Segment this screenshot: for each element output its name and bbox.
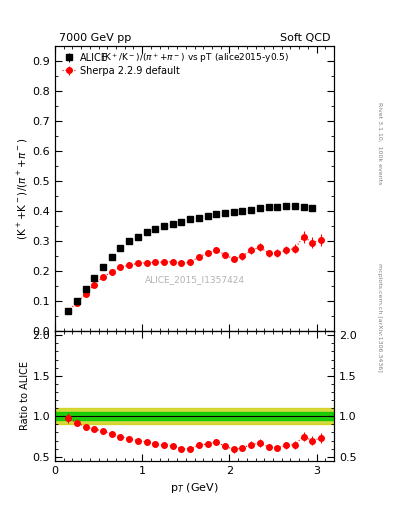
- Y-axis label: Ratio to ALICE: Ratio to ALICE: [20, 361, 29, 431]
- Text: mcplots.cern.ch [arXiv:1306.3436]: mcplots.cern.ch [arXiv:1306.3436]: [377, 263, 382, 372]
- Text: 7000 GeV pp: 7000 GeV pp: [59, 33, 131, 44]
- Bar: [55, 412, 334, 420]
- Y-axis label: (K$^+$+K$^-$)/($\pi^+$+$\pi^-$): (K$^+$+K$^-$)/($\pi^+$+$\pi^-$): [16, 138, 29, 240]
- Text: ALICE_2015_I1357424: ALICE_2015_I1357424: [145, 275, 244, 284]
- Legend: ALICE, Sherpa 2.2.9 default: ALICE, Sherpa 2.2.9 default: [60, 51, 182, 78]
- Text: Rivet 3.1.10,  100k events: Rivet 3.1.10, 100k events: [377, 102, 382, 184]
- X-axis label: p$_T$ (GeV): p$_T$ (GeV): [170, 481, 219, 495]
- Text: (K$^+$/K$^-$)/($\pi^+$+$\pi^-$) vs pT (alice2015-y0.5): (K$^+$/K$^-$)/($\pi^+$+$\pi^-$) vs pT (a…: [101, 52, 288, 66]
- Bar: [55, 408, 334, 424]
- Text: Soft QCD: Soft QCD: [280, 33, 330, 44]
